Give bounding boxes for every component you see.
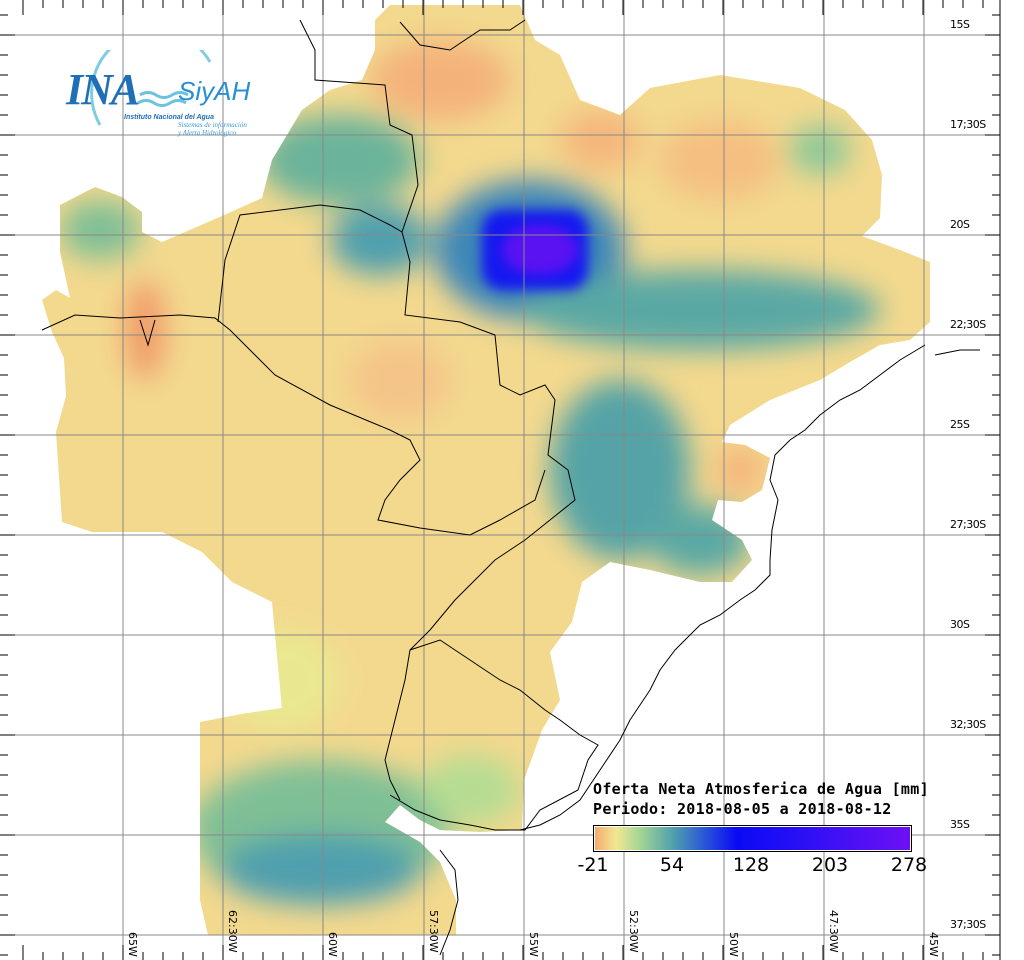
colorbar: [593, 825, 912, 852]
colorbar-tick: -21: [577, 854, 609, 876]
logo-institution: Instituto Nacional del Agua: [124, 114, 214, 121]
boundary-line: [217, 204, 403, 323]
logo-acronym: INA: [66, 65, 140, 114]
country-borders: [41, 19, 980, 956]
boundary-line: [139, 319, 156, 347]
latitude-label: 32;30S: [950, 718, 986, 731]
colorbar-tick: 203: [811, 854, 849, 876]
latitude-label: 15S: [950, 18, 970, 31]
boundary-line: [519, 344, 926, 831]
value-patch: [370, 40, 510, 120]
value-patch: [125, 280, 165, 380]
boundary-line: [934, 349, 980, 356]
longitude-label: 50W: [727, 932, 740, 957]
logo-subtitle-1: Sistemas de información: [178, 121, 247, 129]
legend-period: Periodo: 2018-08-05 a 2018-08-12: [593, 800, 892, 818]
value-patch: [715, 445, 765, 495]
logo-arc-icon: [90, 50, 212, 126]
longitude-label: 65W: [126, 932, 139, 957]
value-patch: [260, 115, 420, 205]
boundary-line: [389, 639, 599, 831]
logo-subtitle-2: y Alerta Hidrológico: [178, 129, 236, 137]
colorbar-tick: 128: [732, 854, 770, 876]
value-patch: [220, 630, 340, 730]
value-patch: [560, 110, 640, 170]
latitude-label: 20S: [950, 218, 970, 231]
legend-title: Oferta Neta Atmosferica de Agua [mm]: [593, 780, 929, 798]
latitude-label: 25S: [950, 418, 970, 431]
value-patch: [660, 120, 780, 200]
ina-siyah-logo: INA SiyAH Instituto Nacional del Agua Si…: [60, 50, 270, 145]
logo-brand: SiyAH: [178, 76, 251, 106]
latitude-label: 17;30S: [950, 118, 986, 131]
boundary-line: [399, 19, 526, 51]
longitude-label: 60W: [326, 932, 339, 957]
value-patch: [60, 200, 140, 260]
graticule: [0, 0, 1000, 960]
longitude-label: 57:30W: [427, 910, 440, 953]
longitude-label: 52:30W: [627, 910, 640, 953]
latitude-label: 35S: [950, 818, 970, 831]
max-value-patch: [502, 225, 578, 275]
longitude-label: 45W: [927, 932, 940, 957]
latitude-label: 37;30S: [950, 918, 986, 931]
value-patch: [350, 340, 450, 420]
data-field: [42, 5, 930, 935]
value-patch: [420, 755, 520, 825]
latitude-label: 22;30S: [950, 318, 986, 331]
value-patch: [790, 125, 850, 175]
colorbar-tick: 278: [890, 854, 928, 876]
axis-ticks: [0, 0, 1001, 960]
colorbar-tick: 54: [659, 854, 685, 876]
boundary-line: [439, 849, 459, 956]
basin-region: [42, 5, 930, 935]
boundary-line: [41, 314, 546, 536]
value-patch: [650, 505, 750, 575]
longitude-label: 62:30W: [226, 910, 239, 953]
longitude-label: 47:30W: [827, 910, 840, 953]
longitude-label: 55W: [527, 932, 540, 957]
value-patch: [220, 835, 420, 905]
latitude-label: 30S: [950, 618, 970, 631]
latitude-label: 27;30S: [950, 518, 986, 531]
value-patch: [520, 270, 880, 350]
value-patch: [550, 380, 690, 560]
value-patch: [330, 205, 430, 275]
